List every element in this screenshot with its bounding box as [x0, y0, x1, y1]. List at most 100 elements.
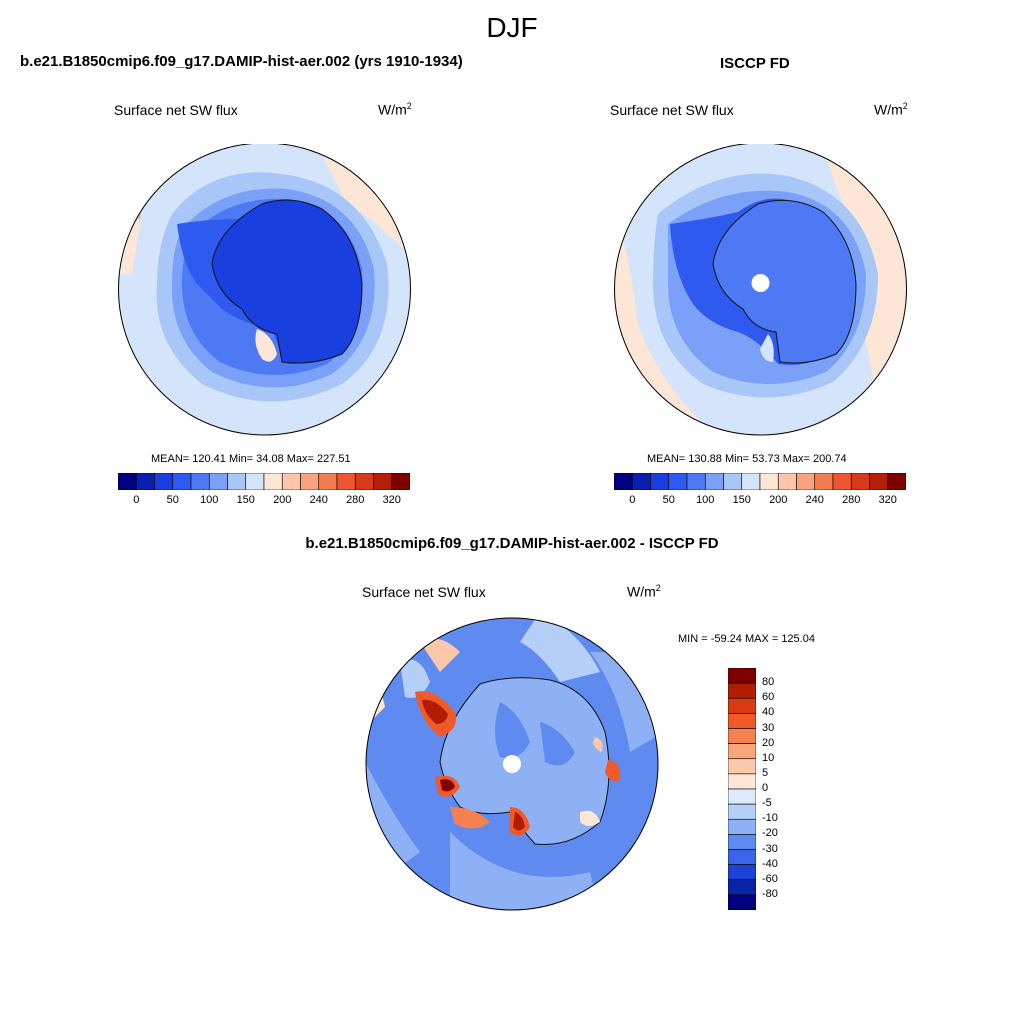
diff-colorbar-tick-label: 0 [762, 782, 769, 794]
obs-colorbar-tick-label: 50 [662, 494, 675, 506]
obs-colorbar-box [668, 473, 688, 490]
model-colorbar-tick-label: 0 [133, 494, 140, 506]
diff-colorbar-box [728, 849, 756, 865]
diff-colorbar-box [728, 682, 756, 699]
obs-stats-text: MEAN= 130.88 Min= 53.73 Max= 200.74 [647, 453, 847, 465]
diff-colorbar-tick-label: -30 [762, 842, 778, 855]
diff-colorbar-tick-label: 30 [762, 721, 775, 734]
model-variable-label: Surface net SW flux [114, 102, 238, 118]
diff-colorbar-box [728, 834, 756, 850]
model-colorbar-box [281, 473, 301, 490]
obs-colorbar-tick-label: 320 [878, 494, 897, 506]
diff-polar-map [365, 617, 659, 911]
obs-colorbar-box [704, 473, 724, 490]
obs-colorbar-box [869, 473, 889, 490]
diff-colorbar-tick-label: -10 [762, 812, 778, 825]
model-colorbar-box [354, 473, 374, 490]
diff-colorbar-tick-label: -80 [762, 887, 778, 900]
diff-colorbar-box [728, 773, 756, 790]
diff-units-label: W/m2 [627, 583, 661, 600]
obs-colorbar-tick-label: 150 [732, 494, 751, 506]
model-colorbar-box [227, 473, 247, 490]
obs-colorbar-box [887, 473, 906, 490]
obs-colorbar-box [777, 473, 797, 490]
diff-colorbar-tick-label: -60 [762, 872, 778, 885]
model-panel-title: b.e21.B1850cmip6.f09_g17.DAMIP-hist-aer.… [20, 53, 463, 70]
obs-units-label: W/m2 [874, 101, 908, 118]
model-colorbar [118, 473, 410, 490]
model-colorbar-box [391, 473, 410, 490]
diff-colorbar-tick-label: 60 [762, 691, 775, 704]
obs-colorbar-tick-label: 100 [696, 494, 715, 506]
diff-panel-title: b.e21.B1850cmip6.f09_g17.DAMIP-hist-aer.… [305, 535, 719, 552]
diff-colorbar-tick-label: 20 [762, 736, 775, 749]
diff-variable-label: Surface net SW flux [362, 584, 486, 600]
diff-colorbar-tick-label: -40 [762, 857, 778, 870]
model-colorbar-box [154, 473, 174, 490]
diff-colorbar-tick-label: -20 [762, 827, 778, 840]
model-units-label: W/m2 [378, 101, 412, 118]
diff-colorbar-tick-label: 5 [762, 766, 769, 779]
obs-polar-map [614, 144, 907, 436]
model-colorbar-box [190, 473, 210, 490]
model-colorbar-box [263, 473, 283, 490]
diff-colorbar-box [728, 743, 756, 760]
diff-colorbar-box [728, 864, 756, 881]
diff-colorbar-tick-label: 10 [762, 751, 775, 764]
obs-colorbar-box [650, 473, 670, 490]
diff-stats-text: MIN = -59.24 MAX = 125.04 [678, 633, 815, 645]
diff-colorbar [728, 668, 756, 910]
model-colorbar-box [373, 473, 393, 490]
obs-colorbar-box [759, 473, 779, 490]
model-colorbar-box [135, 473, 155, 490]
model-colorbar-tick-label: 200 [273, 494, 292, 506]
model-colorbar-tick-label: 240 [309, 494, 328, 506]
obs-colorbar-box [832, 473, 852, 490]
model-colorbar-box [318, 473, 338, 490]
obs-colorbar-box [741, 473, 761, 490]
obs-variable-label: Surface net SW flux [610, 102, 734, 118]
obs-colorbar-tick-label: 280 [842, 494, 861, 506]
model-colorbar-box [172, 473, 192, 490]
obs-panel-title: ISCCP FD [720, 55, 790, 72]
model-colorbar-tick-label: 50 [166, 494, 179, 506]
diff-colorbar-box [728, 818, 756, 835]
obs-colorbar [614, 473, 906, 490]
figure-title: DJF [486, 12, 538, 43]
obs-colorbar-box [723, 473, 743, 490]
diff-colorbar-box [728, 697, 756, 714]
model-colorbar-ticks: 0 50 100 150 200 240 280 320 [118, 494, 410, 510]
diff-colorbar-box [728, 894, 756, 910]
obs-colorbar-box [686, 473, 706, 490]
diff-colorbar-tick-label: 40 [762, 706, 775, 719]
diff-colorbar-tick-label: 80 [762, 676, 775, 689]
diff-colorbar-box [728, 713, 756, 729]
diff-colorbar-box [728, 728, 756, 744]
obs-colorbar-box [796, 473, 816, 490]
obs-colorbar-tick-label: 0 [629, 494, 636, 506]
model-colorbar-box [245, 473, 265, 490]
diff-colorbar-tick-label: -5 [762, 797, 772, 810]
model-colorbar-tick-label: 150 [236, 494, 255, 506]
model-stats-text: MEAN= 120.41 Min= 34.08 Max= 227.51 [151, 453, 351, 465]
obs-colorbar-box [631, 473, 651, 490]
model-colorbar-tick-label: 100 [200, 494, 219, 506]
diff-colorbar-box [728, 668, 756, 684]
model-colorbar-box [300, 473, 320, 490]
model-polar-map [118, 144, 411, 436]
model-colorbar-tick-label: 280 [346, 494, 365, 506]
obs-colorbar-box [850, 473, 870, 490]
diff-colorbar-box [728, 879, 756, 896]
model-colorbar-tick-label: 320 [382, 494, 401, 506]
model-colorbar-box [336, 473, 356, 490]
obs-colorbar-box [814, 473, 834, 490]
obs-colorbar-tick-label: 240 [805, 494, 824, 506]
obs-colorbar-box [614, 473, 633, 490]
diff-colorbar-ticks: 80 60 40 30 20 10 5 0 -5 -10 -20 -30 -40 -60 -80 [762, 668, 802, 910]
model-colorbar-box [118, 473, 137, 490]
diff-colorbar-box [728, 803, 756, 820]
diff-colorbar-box [728, 758, 756, 775]
obs-colorbar-tick-label: 200 [769, 494, 788, 506]
model-colorbar-box [208, 473, 228, 490]
diff-colorbar-box [728, 788, 756, 805]
